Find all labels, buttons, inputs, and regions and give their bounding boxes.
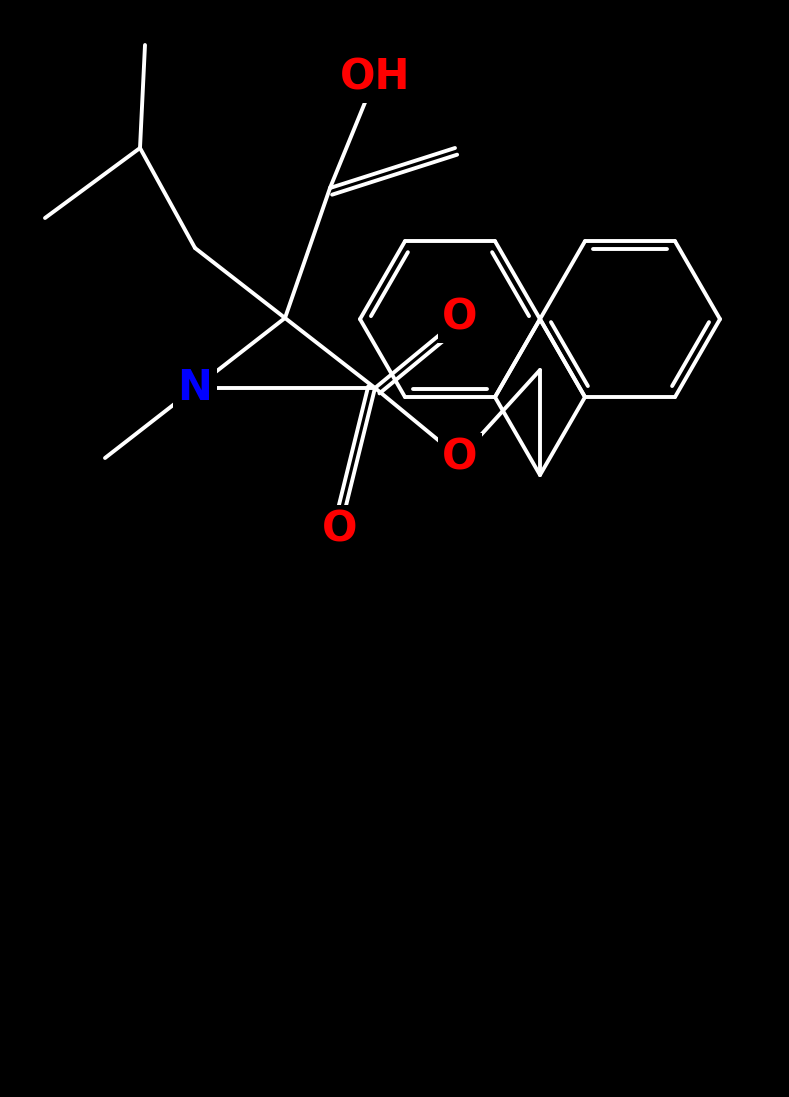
- Text: O: O: [443, 297, 478, 339]
- Text: O: O: [322, 509, 357, 551]
- Text: N: N: [178, 367, 212, 409]
- Text: OH: OH: [340, 57, 410, 99]
- Text: O: O: [443, 437, 478, 479]
